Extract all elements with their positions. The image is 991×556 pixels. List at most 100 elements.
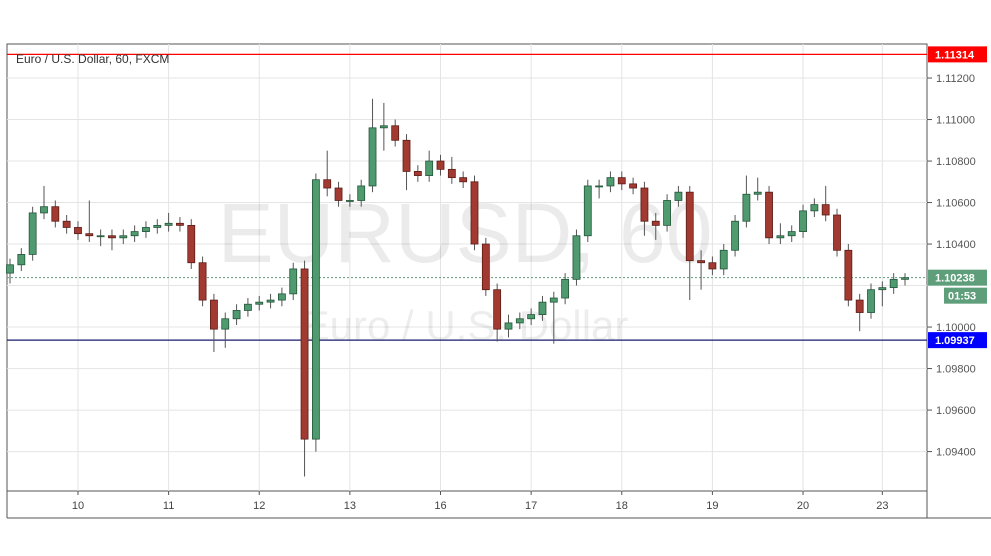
y-tick-label: 1.10400: [936, 239, 976, 251]
candle-up: [515, 318, 524, 324]
candle-down: [833, 214, 841, 251]
candle-up: [549, 297, 558, 303]
candle-up: [357, 185, 366, 201]
candle-up: [731, 220, 739, 251]
y-tick-label: 1.09600: [936, 405, 976, 417]
price-level-badge: [928, 46, 987, 63]
watermark-symbol: EURUSD, 60: [218, 186, 713, 280]
candle-up: [787, 231, 796, 237]
candle-up: [255, 301, 264, 305]
candle-up: [119, 235, 128, 239]
x-tick-label: 19: [706, 500, 718, 512]
candle-down: [108, 235, 116, 239]
candle-up: [96, 235, 105, 238]
candle-down: [617, 177, 626, 185]
candle-up: [753, 191, 762, 195]
candle-up: [889, 278, 898, 289]
y-tick-label: 1.11000: [936, 115, 975, 127]
x-tick-label: 23: [876, 500, 888, 512]
candle-up: [142, 227, 150, 232]
x-tick-label: 10: [72, 500, 84, 512]
candle-up: [368, 127, 377, 187]
candle-up: [606, 177, 615, 187]
x-tick-label: 20: [797, 500, 809, 512]
x-tick-label: 13: [344, 500, 356, 512]
candle-down: [323, 179, 332, 189]
candle-down: [210, 299, 218, 330]
candle-up: [379, 125, 388, 129]
horizontal-lines[interactable]: [7, 53, 927, 341]
candle-down: [708, 262, 717, 270]
candle-up: [345, 200, 354, 202]
candle-up: [232, 310, 241, 320]
candle-up: [221, 318, 230, 330]
countdown-label: 01:53: [948, 291, 976, 303]
x-tick-label: 18: [616, 500, 628, 512]
candle-down: [85, 233, 94, 237]
price-level-label: 1.11314: [935, 49, 975, 61]
candle-up: [810, 204, 819, 212]
candle-down: [821, 204, 830, 216]
candle-down: [629, 183, 638, 189]
last-price-label: 1.10238: [935, 273, 975, 285]
candle-down: [74, 227, 82, 235]
candle-down: [481, 243, 490, 291]
candle-up: [504, 322, 513, 330]
candle-down: [300, 268, 309, 440]
candle-down: [391, 125, 400, 141]
candle-down: [685, 191, 694, 262]
candle-down: [187, 224, 196, 264]
candle-down: [855, 299, 864, 313]
candle-up: [130, 231, 139, 237]
candle-up: [572, 235, 581, 280]
candle-up: [289, 268, 298, 295]
price-level-label: 1.09937: [935, 335, 975, 347]
axes: 1.11200 1.11000 1.10800 1.10600 1.10400 1.100…: [72, 46, 987, 512]
price-level-badge: [928, 332, 987, 349]
countdown-badge: [944, 287, 987, 304]
y-tick-label: 1.10000: [936, 322, 976, 334]
y-tick-label: 1.09400: [936, 447, 976, 459]
candle-up: [583, 185, 592, 237]
candle-down: [459, 177, 468, 183]
y-tick-label: 1.11200: [936, 73, 975, 85]
candle-up: [164, 222, 173, 226]
x-tick-label: 12: [253, 500, 265, 512]
candle-up: [527, 314, 536, 320]
y-tick-label: 1.10600: [936, 198, 976, 210]
candle-down: [493, 289, 502, 330]
candle-down: [470, 181, 479, 245]
y-tick-label: 1.10800: [936, 156, 976, 168]
candle-up: [878, 287, 887, 291]
x-tick-label: 16: [434, 500, 446, 512]
candle-down: [51, 206, 60, 222]
candle-down: [697, 260, 705, 264]
candle-up: [277, 293, 286, 301]
candle-down: [844, 249, 853, 301]
candle-up: [40, 206, 48, 214]
y-tick-label: 1.09800: [936, 364, 976, 376]
candle-up: [311, 179, 320, 440]
watermark-name: Euro / U.S. Dollar: [302, 302, 629, 349]
candle-up: [901, 277, 909, 280]
candle-down: [651, 220, 660, 226]
candle-up: [6, 264, 14, 274]
candle-up: [742, 193, 751, 222]
candle-up: [776, 235, 785, 239]
candle-up: [28, 212, 37, 255]
candle-up: [153, 224, 162, 228]
candle-down: [640, 187, 649, 222]
candle-down: [402, 139, 411, 172]
grid: [6, 43, 991, 519]
candle-down: [198, 262, 207, 301]
candle-down: [413, 171, 422, 176]
candle-up: [595, 185, 604, 188]
candle-up: [425, 160, 434, 176]
candle-up: [538, 301, 547, 316]
candles: [6, 98, 909, 477]
candle-up: [867, 289, 875, 313]
candle-up: [244, 303, 252, 311]
x-tick-label: 11: [163, 500, 174, 512]
candle-down: [436, 160, 445, 170]
